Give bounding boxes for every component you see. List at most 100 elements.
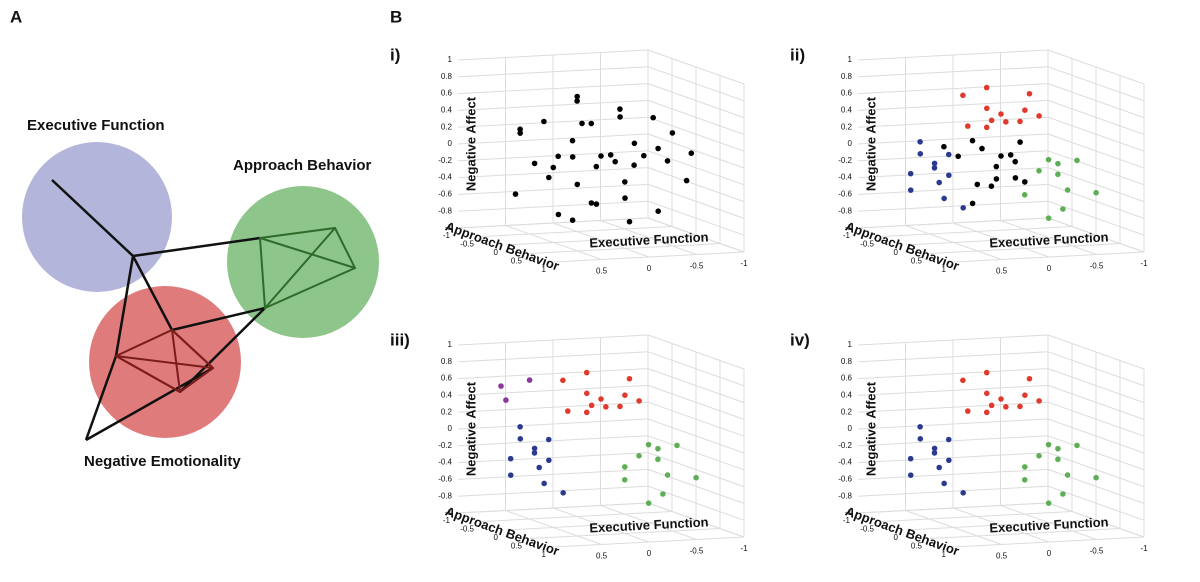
data-point — [546, 457, 552, 464]
data-point — [598, 153, 604, 159]
data-point — [517, 130, 523, 136]
data-point — [631, 162, 637, 168]
data-point — [574, 181, 581, 188]
data-point — [1055, 160, 1061, 167]
data-point — [669, 130, 676, 136]
z-tick-label: 0.6 — [841, 89, 853, 98]
data-point — [683, 177, 690, 184]
axis-title: Negative Affect — [463, 96, 478, 191]
axis-title: Negative Affect — [463, 381, 478, 476]
grid-line — [929, 528, 1121, 539]
data-point — [1060, 491, 1066, 497]
data-point — [931, 445, 938, 452]
y-tick-label: -0.5 — [860, 525, 874, 534]
data-point — [555, 211, 562, 218]
cluster-label: Negative Emotionality — [84, 453, 241, 470]
z-tick-label: -0.4 — [838, 173, 852, 182]
data-point — [1045, 215, 1052, 221]
panel-a: A Executive Function Approach Behavior N… — [10, 7, 379, 470]
data-point — [569, 154, 576, 160]
data-point — [622, 179, 628, 185]
data-point — [645, 500, 652, 506]
data-point — [512, 191, 519, 197]
y-tick-label: 0.5 — [511, 257, 523, 266]
x-tick-label: -0.5 — [690, 547, 704, 556]
grid-line — [529, 243, 721, 254]
z-tick-label: -0.2 — [838, 156, 852, 165]
z-tick-label: 0 — [848, 424, 853, 433]
data-point — [622, 392, 628, 399]
cluster-label: Approach Behavior — [233, 157, 372, 174]
data-point — [569, 217, 576, 223]
data-point — [517, 126, 523, 132]
scatter-3d: -1 -0.8 -0.6 -0.4 -0.2 0 0.2 0.4 0.6 0.8 1 -1 -0.5 0 0… — [790, 45, 1148, 275]
grid-line — [505, 234, 697, 246]
data-point — [936, 464, 942, 471]
data-point — [555, 153, 561, 160]
data-point — [607, 152, 614, 158]
axis-title: Executive Function — [589, 229, 709, 250]
data-point — [574, 98, 580, 104]
data-point — [988, 117, 995, 124]
z-tick-label: 0.8 — [441, 72, 453, 81]
z-tick-label: -0.8 — [438, 206, 452, 215]
data-point — [917, 436, 924, 442]
data-point — [993, 176, 1000, 182]
data-point — [641, 152, 647, 159]
data-point — [1007, 152, 1014, 158]
data-point — [593, 201, 600, 207]
data-point — [955, 153, 961, 160]
x-tick-label: 0 — [1047, 264, 1052, 273]
data-point — [1055, 171, 1061, 178]
data-point — [1036, 168, 1042, 174]
data-point — [655, 145, 661, 152]
x-tick-label: -0.5 — [1090, 262, 1104, 271]
data-point — [946, 172, 952, 179]
scatter-3d: -1 -0.8 -0.6 -0.4 -0.2 0 0.2 0.4 0.6 0.8 1 -1 -0.5 0 0… — [390, 45, 748, 275]
z-tick-label: -1 — [845, 508, 853, 517]
data-point — [507, 472, 514, 478]
plot-label: iv) — [790, 330, 810, 349]
x-tick-label: -1 — [740, 259, 748, 268]
data-point — [1026, 90, 1033, 97]
z-tick-label: -0.4 — [438, 458, 452, 467]
data-point — [988, 183, 995, 189]
data-point — [907, 187, 914, 193]
data-point — [965, 123, 971, 129]
data-point — [907, 472, 914, 478]
scatter-3d: -1 -0.8 -0.6 -0.4 -0.2 0 0.2 0.4 0.6 0.8 1 -1 -0.5 0 0… — [790, 330, 1148, 560]
axis-title: Executive Function — [989, 514, 1109, 535]
data-point — [545, 436, 552, 443]
y-tick-label: -0.5 — [460, 240, 474, 249]
data-point — [626, 218, 633, 225]
z-tick-label: 0.2 — [441, 122, 453, 131]
data-point — [969, 137, 976, 144]
z-tick-label: 1 — [848, 340, 853, 349]
grid-line — [553, 251, 745, 263]
network-edges-red — [113, 328, 215, 394]
z-tick-label: 0.6 — [841, 374, 853, 383]
data-point — [693, 474, 699, 481]
data-point — [588, 402, 595, 409]
data-point — [984, 390, 990, 397]
grid-line — [457, 502, 649, 514]
plot-label: i) — [390, 45, 400, 64]
data-point — [960, 490, 966, 496]
data-point — [1017, 403, 1023, 410]
data-point — [1064, 187, 1071, 193]
z-tick-label: 0 — [448, 139, 453, 148]
panel-label: B — [390, 7, 402, 26]
z-tick-label: -0.4 — [838, 458, 852, 467]
data-point — [945, 436, 952, 443]
data-point — [1021, 477, 1028, 483]
data-point — [1055, 456, 1061, 463]
grid-line — [505, 519, 697, 531]
x-tick-label: 0 — [647, 549, 652, 558]
plot-label: ii) — [790, 45, 805, 64]
data-point — [1022, 107, 1028, 113]
data-point — [917, 139, 923, 145]
data-point — [531, 450, 538, 456]
z-tick-label: 0.8 — [441, 357, 453, 366]
axis-title: Executive Function — [989, 229, 1109, 250]
